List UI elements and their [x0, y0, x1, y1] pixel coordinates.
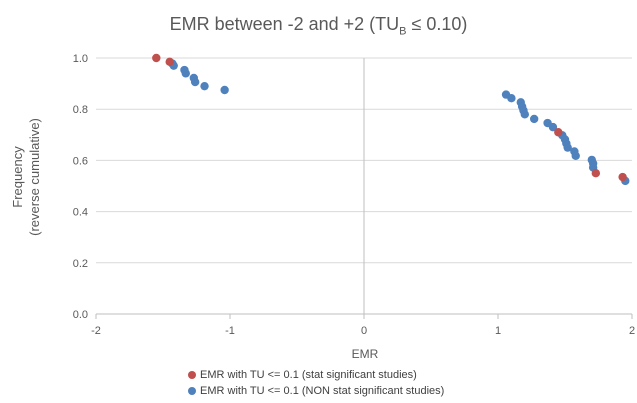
data-point-series1-5: [190, 77, 200, 87]
chart-title-prefix: EMR between -2 and +2 (TU: [169, 14, 400, 34]
y-tick-label-2: 0.4: [73, 207, 88, 219]
x-axis-label: EMR: [351, 347, 379, 361]
legend-item-non-stat-significant: EMR with TU <= 0.1 (NON stat significant…: [188, 383, 444, 399]
chart-title: EMR between -2 and +2 (TUB ≤ 0.10): [0, 14, 637, 38]
x-tick-label-4: 2: [629, 325, 635, 337]
data-point-series0-4: [618, 172, 627, 182]
data-point-series1-20: [563, 143, 572, 152]
data-point-series1-3: [181, 69, 190, 78]
y-tick-label-4: 0.8: [73, 104, 88, 116]
legend-item-stat-significant: EMR with TU <= 0.1 (stat significant stu…: [188, 367, 444, 383]
data-point-series1-9: [507, 93, 516, 103]
data-point-series1-7: [220, 85, 229, 95]
legend-label-stat-significant: EMR with TU <= 0.1 (stat significant stu…: [200, 369, 417, 381]
data-point-series1-13: [520, 110, 529, 119]
data-point-series0-3: [591, 169, 601, 178]
legend: EMR with TU <= 0.1 (stat significant stu…: [188, 367, 444, 399]
chart-title-suffix: ≤ 0.10): [406, 14, 468, 34]
legend-marker-blue: [188, 387, 196, 395]
data-point-series0-1: [165, 57, 174, 67]
data-point-series0-0: [152, 53, 161, 63]
x-tick-label-2: 0: [361, 325, 367, 337]
data-point-series1-14: [529, 114, 539, 124]
data-point-series1-16: [548, 122, 558, 132]
x-tick-label-3: 1: [495, 325, 501, 337]
x-tick-label-0: -2: [91, 325, 101, 337]
y-tick-label-3: 0.6: [73, 155, 88, 167]
x-tick-label-1: -1: [225, 325, 235, 337]
legend-marker-red: [188, 371, 196, 379]
y-tick-label-1: 0.2: [73, 258, 88, 270]
y-tick-label-5: 1.0: [73, 53, 88, 65]
data-point-series1-6: [200, 81, 209, 91]
legend-label-non-stat-significant: EMR with TU <= 0.1 (NON stat significant…: [200, 385, 445, 397]
data-point-series1-22: [571, 151, 580, 160]
y-tick-label-0: 0.0: [73, 309, 88, 321]
chart-title-subscript: B: [399, 25, 407, 38]
data-point-series0-2: [554, 128, 563, 137]
